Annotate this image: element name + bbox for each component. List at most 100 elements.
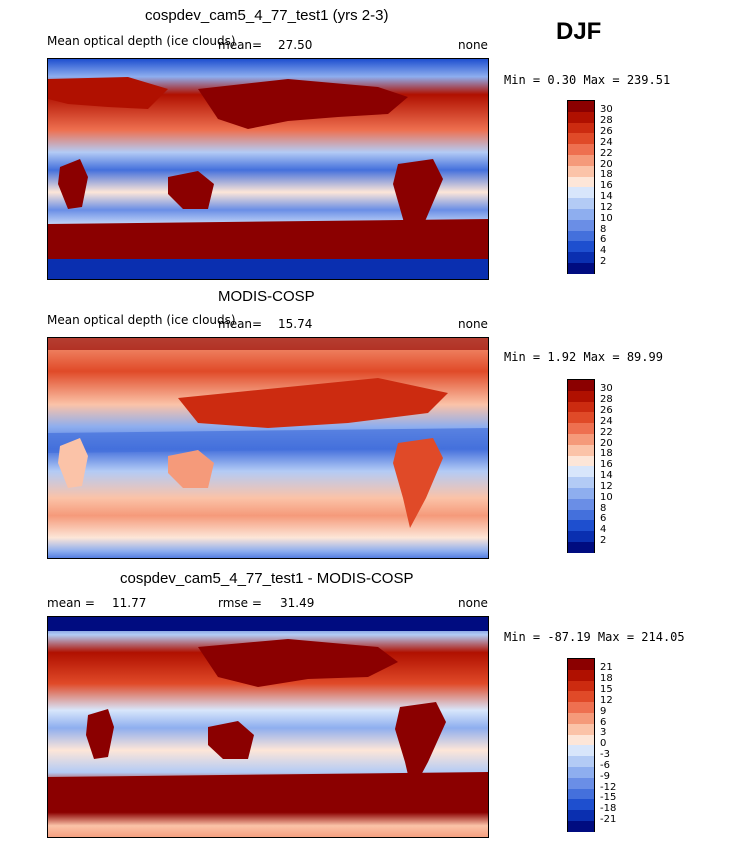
colorbar-tick: -18 [600, 803, 617, 814]
panel3-arctic-strip [48, 617, 488, 631]
colorbar-swatch [568, 669, 594, 681]
colorbar-tick: 4 [600, 245, 607, 256]
panel3-mean-label: mean = [47, 596, 95, 610]
colorbar-swatch [568, 777, 594, 789]
colorbar-swatch [568, 423, 594, 434]
colorbar-tick: 22 [600, 148, 613, 159]
colorbar-swatch [568, 531, 594, 542]
colorbar-tick: -9 [600, 771, 610, 782]
panel2-north-pacific-band [178, 378, 448, 428]
colorbar-swatch [568, 111, 594, 123]
colorbar-tick: 22 [600, 427, 613, 438]
colorbar-swatch [568, 691, 594, 703]
colorbar-tick: 28 [600, 115, 613, 126]
panel1-europe-region [48, 77, 168, 109]
colorbar-swatch [568, 712, 594, 724]
colorbar-tick: 10 [600, 492, 613, 503]
panel1-map [47, 58, 489, 280]
colorbar-tick: 14 [600, 191, 613, 202]
colorbar-swatch [568, 702, 594, 713]
colorbar-tick: 24 [600, 416, 613, 427]
colorbar-swatch [568, 380, 594, 391]
panel3-rmse-value: 31.49 [280, 596, 315, 610]
panel1-mean-value: 27.50 [278, 38, 313, 52]
colorbar-tick: 2 [600, 256, 607, 267]
panel3-africa-shape [86, 709, 114, 759]
panel3-map [47, 616, 489, 838]
colorbar-tick: 28 [600, 394, 613, 405]
colorbar-swatch [568, 788, 594, 800]
colorbar-swatch [568, 241, 594, 253]
panel1-australia-shape [168, 171, 214, 209]
colorbar-tick: 6 [600, 513, 607, 524]
panel1-north-pacific-band [198, 79, 408, 129]
colorbar-tick: 21 [600, 662, 613, 673]
panel3-australia-shape [208, 721, 254, 759]
colorbar-tick: 30 [600, 383, 613, 394]
colorbar-swatch [568, 122, 594, 134]
panel2-tropical-band [48, 428, 488, 453]
panel3-rmse-label: rmse = [218, 596, 262, 610]
colorbar-swatch [568, 477, 594, 488]
colorbar-swatch [568, 766, 594, 778]
colorbar-tick: 18 [600, 448, 613, 459]
panel1-africa-shape [58, 159, 88, 209]
colorbar-tick: 26 [600, 405, 613, 416]
panel1-subtitle: Mean optical depth (ice clouds) [47, 34, 236, 48]
colorbar-tick: 18 [600, 673, 613, 684]
panel2-mean-label: mean= [218, 317, 263, 331]
panel2-map [47, 337, 489, 559]
panel3-north-pacific-band [198, 639, 398, 687]
panel2-south-america-shape [393, 438, 443, 528]
panel2-arctic-strip [48, 338, 488, 350]
colorbar-swatch [568, 165, 594, 177]
panel1-none-label: none [458, 38, 488, 52]
colorbar-swatch [568, 745, 594, 757]
panel3-none-label: none [458, 596, 488, 610]
season-label: DJF [556, 18, 602, 45]
panel2-colorbar [567, 379, 595, 553]
colorbar-swatch [568, 487, 594, 499]
panel3-south-america-shape [395, 702, 446, 792]
colorbar-swatch [568, 187, 594, 199]
colorbar-tick: 26 [600, 126, 613, 137]
panel1-colorbar [567, 100, 595, 274]
panel3-mean-value: 11.77 [112, 596, 147, 610]
panel2-range-text: Min = 1.92 Max = 89.99 [504, 350, 663, 364]
colorbar-swatch [568, 820, 594, 832]
colorbar-swatch [568, 799, 594, 811]
colorbar-swatch [568, 101, 594, 112]
panel1-mean-label: mean= [218, 38, 263, 52]
colorbar-swatch [568, 466, 594, 478]
colorbar-tick: -3 [600, 749, 610, 760]
colorbar-swatch [568, 230, 594, 242]
panel2-map-graphic [48, 338, 488, 558]
colorbar-swatch [568, 262, 594, 274]
colorbar-tick: -12 [600, 782, 617, 793]
colorbar-tick: -15 [600, 792, 617, 803]
panel3-title: cospdev_cam5_4_77_test1 - MODIS-COSP [120, 570, 414, 587]
colorbar-swatch [568, 810, 594, 821]
colorbar-swatch [568, 252, 594, 263]
colorbar-tick: 20 [600, 159, 613, 170]
colorbar-tick: 8 [600, 503, 607, 514]
colorbar-swatch [568, 219, 594, 231]
colorbar-swatch [568, 498, 594, 510]
colorbar-swatch [568, 133, 594, 145]
colorbar-swatch [568, 680, 594, 692]
colorbar-tick: 3 [600, 727, 607, 738]
colorbar-tick: 12 [600, 202, 613, 213]
panel2-title: MODIS-COSP [218, 288, 315, 305]
colorbar-tick: 8 [600, 224, 607, 235]
colorbar-tick: 9 [600, 706, 607, 717]
colorbar-swatch [568, 509, 594, 521]
colorbar-tick: 24 [600, 137, 613, 148]
colorbar-tick: 18 [600, 169, 613, 180]
panel1-map-graphic [48, 59, 488, 279]
colorbar-tick: 30 [600, 104, 613, 115]
colorbar-tick: 2 [600, 535, 607, 546]
colorbar-swatch [568, 154, 594, 166]
colorbar-tick: 6 [600, 717, 607, 728]
colorbar-swatch [568, 455, 594, 467]
panel3-colorbar [567, 658, 595, 832]
